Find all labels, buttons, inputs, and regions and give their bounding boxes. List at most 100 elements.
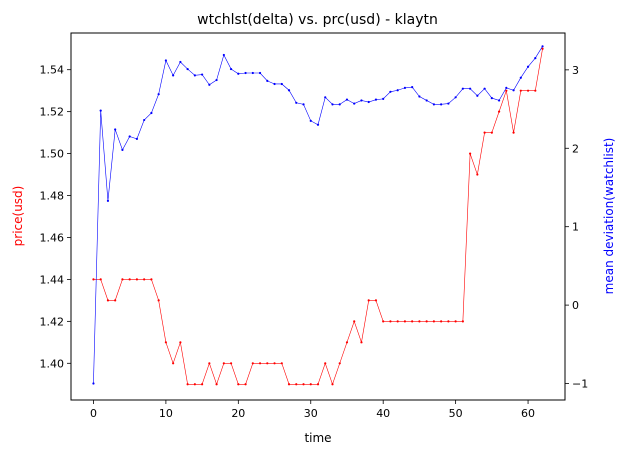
- deviation-series-point: [193, 74, 196, 77]
- deviation-series-point: [512, 89, 515, 92]
- deviation-series-point: [157, 93, 160, 96]
- deviation-series-point: [461, 87, 464, 90]
- price-series-point: [135, 278, 139, 281]
- chart-title: wtchlst(delta) vs. prc(usd) - klaytn: [197, 12, 438, 28]
- deviation-series-point: [490, 96, 493, 100]
- price-series-point: [541, 47, 544, 50]
- left-y-tick-label: 1.48: [40, 190, 65, 203]
- price-series-point: [338, 362, 341, 365]
- price-series-point: [331, 383, 334, 386]
- deviation-series-point: [251, 71, 254, 75]
- deviation-series-point: [273, 82, 276, 86]
- left-y-axis-label: price(usd): [11, 186, 25, 247]
- deviation-series-point: [186, 67, 189, 71]
- deviation-series-point: [150, 111, 153, 115]
- deviation-series-point: [237, 72, 240, 75]
- deviation-series-point: [403, 86, 407, 89]
- price-series-point: [432, 320, 435, 323]
- left-y-tick-label: 1.52: [40, 106, 65, 119]
- price-series-point: [374, 299, 378, 302]
- price-series-point: [114, 299, 117, 302]
- deviation-series-point: [519, 76, 522, 79]
- price-series-point: [324, 362, 327, 365]
- left-y-tick-label: 1.54: [40, 64, 65, 77]
- deviation-series-point: [425, 99, 428, 102]
- price-series-point: [266, 362, 269, 365]
- deviation-series-point: [389, 90, 392, 93]
- price-series-point: [490, 131, 493, 134]
- price-series-point: [411, 320, 414, 323]
- price-series-point: [201, 383, 204, 386]
- deviation-series-point: [505, 86, 508, 89]
- price-series-point: [396, 320, 399, 323]
- price-series-point: [295, 383, 298, 386]
- x-axis: 0 10 20 30 40 50 60: [90, 400, 535, 420]
- price-series-point: [215, 383, 218, 386]
- price-series-point: [280, 362, 283, 365]
- deviation-series-point: [280, 82, 283, 86]
- price-series-point: [273, 362, 276, 365]
- deviation-series-point: [345, 98, 349, 101]
- deviation-series-point: [201, 73, 204, 76]
- deviation-series-point: [338, 103, 341, 106]
- price-series-point: [526, 89, 530, 92]
- price-series-point: [309, 383, 312, 386]
- price-series-point: [208, 362, 211, 365]
- price-series-point: [367, 299, 370, 302]
- deviation-series-line: [93, 46, 543, 384]
- price-series-point: [193, 383, 196, 386]
- price-series-point: [461, 320, 464, 323]
- price-series-point: [164, 341, 167, 344]
- price-series-point: [360, 341, 363, 344]
- deviation-series-point: [244, 71, 247, 75]
- deviation-series-point: [367, 100, 370, 104]
- deviation-series-point: [172, 74, 175, 77]
- deviation-series-point: [287, 89, 291, 92]
- x-tick-label: 20: [231, 407, 245, 420]
- deviation-series-point: [324, 96, 327, 99]
- price-series-point: [244, 383, 247, 386]
- deviation-series-point: [295, 101, 298, 104]
- price-series-point: [534, 89, 537, 92]
- deviation-series-point: [526, 65, 530, 68]
- x-tick-label: 60: [521, 407, 535, 420]
- deviation-series-point: [302, 103, 305, 106]
- x-axis-label: time: [304, 431, 331, 445]
- deviation-series-point: [208, 83, 211, 86]
- deviation-series-point: [447, 102, 450, 105]
- deviation-series-point: [143, 118, 146, 122]
- price-series-point: [483, 131, 486, 134]
- deviation-series-point: [215, 78, 218, 82]
- deviation-series-point: [418, 95, 421, 98]
- x-tick-label: 50: [449, 407, 463, 420]
- price-series-line: [93, 48, 543, 386]
- price-series-point: [251, 362, 254, 365]
- x-tick-label: 30: [304, 407, 318, 420]
- price-series-point: [186, 383, 189, 386]
- deviation-series-point: [222, 53, 225, 57]
- price-series-point: [172, 362, 175, 365]
- price-series-point: [179, 341, 182, 344]
- deviation-series-point: [121, 148, 124, 151]
- deviation-series-point: [374, 98, 378, 101]
- deviation-series-point: [483, 87, 486, 90]
- plot-area: [92, 45, 544, 386]
- price-series-point: [389, 320, 392, 323]
- right-y-tick-label: 1: [572, 221, 579, 234]
- deviation-series-point: [114, 128, 117, 131]
- price-series-point: [121, 278, 124, 281]
- left-y-tick-label: 1.44: [40, 273, 65, 286]
- x-tick-label: 0: [90, 407, 97, 420]
- deviation-series-point: [128, 135, 131, 138]
- right-y-axis-label: mean deviation(watchlist): [602, 138, 616, 295]
- deviation-series-point: [396, 89, 399, 92]
- price-series-point: [497, 110, 501, 113]
- deviation-series-point: [164, 59, 167, 62]
- price-series-point: [258, 362, 262, 365]
- deviation-series-point: [534, 56, 537, 60]
- price-series-point: [150, 278, 153, 281]
- right-y-tick-label: 3: [572, 64, 579, 77]
- deviation-series-point: [497, 99, 501, 102]
- price-series-point: [316, 383, 320, 386]
